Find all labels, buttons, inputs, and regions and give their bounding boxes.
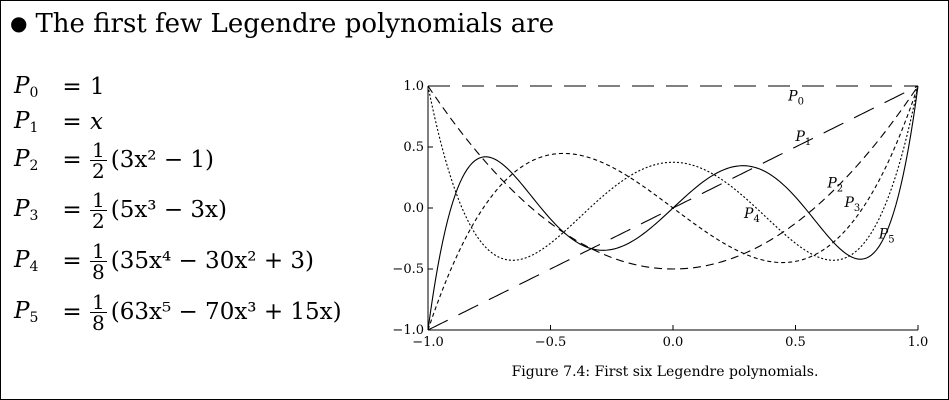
eq-lhs: P0: [14, 73, 39, 101]
eq-sign: =: [62, 299, 82, 325]
eq-sign: =: [62, 109, 82, 135]
series-line-p5: [427, 85, 919, 331]
x-tick-label: 0.5: [785, 335, 806, 350]
legendre-plot: −1.0 −0.5 0.0 0.5 1.0 1.0 0.5 0.0 −0.5 −1.0 P0 P1 P2…: [392, 79, 929, 350]
x-tick-label: 1.0: [908, 335, 929, 350]
eq-sign: =: [62, 74, 82, 100]
x-tick-label: 0.0: [663, 335, 684, 350]
eq-rhs: x: [90, 109, 103, 135]
series-label-p2: P2: [826, 175, 843, 194]
y-tick-label: 0.0: [403, 201, 424, 216]
equation-row: P1 = x: [14, 97, 103, 147]
y-tick-label: 1.0: [403, 79, 424, 94]
eq-lhs: P5: [14, 298, 39, 326]
eq-lhs: P4: [14, 247, 39, 275]
series-label-p5: P5: [878, 227, 895, 246]
x-tick-label: −0.5: [535, 335, 567, 350]
eq-lhs: P2: [14, 146, 39, 174]
figure-caption: Figure 7.4: First six Legendre polynomia…: [511, 364, 819, 380]
eq-sign: =: [62, 248, 82, 274]
eq-sign: =: [62, 147, 82, 173]
y-tick-label: −0.5: [392, 262, 424, 277]
slide-heading: ● The first few Legendre polynomials are: [10, 8, 554, 39]
series-label-p3: P3: [844, 195, 861, 214]
series-label-p4: P4: [743, 206, 760, 225]
eq-lhs: P1: [14, 108, 39, 136]
heading-text: The first few Legendre polynomials are: [35, 9, 555, 39]
y-tick-label: 0.5: [403, 140, 424, 155]
y-tick-label: −1.0: [392, 323, 424, 338]
equation-row: P0 = 1: [14, 62, 105, 112]
series-label-p0: P0: [787, 89, 804, 108]
series-line-p2: [427, 85, 919, 270]
x-tick-label: −1.0: [412, 335, 444, 350]
eq-lhs: P3: [14, 196, 39, 224]
series-line-p4: [427, 85, 919, 261]
bullet-icon: ●: [10, 11, 28, 35]
series-label-p1: P1: [795, 129, 812, 148]
eq-rhs: 1: [90, 74, 105, 100]
eq-sign: =: [62, 197, 82, 223]
